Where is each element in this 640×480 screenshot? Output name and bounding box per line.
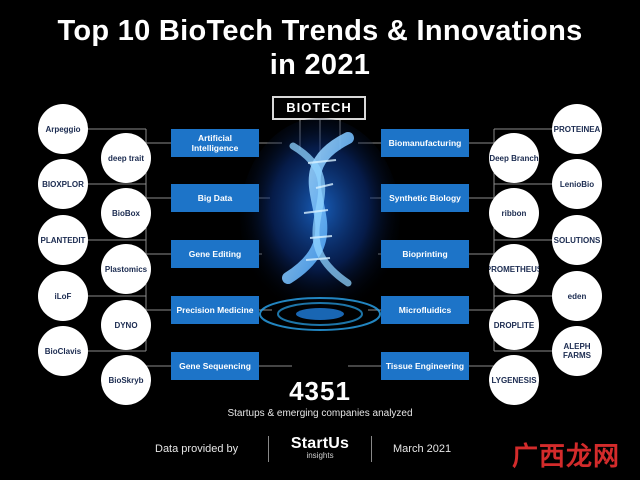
trend-artificial-intelligence: Artificial Intelligence <box>171 129 259 157</box>
logo-droplite: DROPLITE <box>489 300 539 350</box>
stat-description: Startups & emerging companies analyzed <box>227 408 413 419</box>
footer-brand-logo: StartUs insights <box>277 435 363 460</box>
logo-deep-branch: Deep Branch <box>489 133 539 183</box>
logo-arpeggio: Arpeggio <box>38 104 88 154</box>
brand-name: StartUs <box>290 435 350 452</box>
logo-lygenesis: LYGENESIS <box>489 355 539 405</box>
logo-proteinea: PROTEINEA <box>552 104 602 154</box>
logo-dyno: DYNO <box>101 300 151 350</box>
trend-tissue-engineering: Tissue Engineering <box>381 352 469 380</box>
footer-data-provided: Data provided by <box>155 443 239 455</box>
center-label: BIOTECH <box>272 96 366 120</box>
brand-sub: insights <box>306 451 334 460</box>
logo-ilof: iLoF <box>38 271 88 321</box>
page-title: Top 10 BioTech Trends & Innovations in 2… <box>0 14 640 82</box>
footer-separator-left <box>268 436 269 462</box>
title-line-1: Top 10 BioTech Trends & Innovations <box>57 15 583 47</box>
logo-bioclavis: BioClavis <box>38 326 88 376</box>
footer-separator-right <box>371 436 372 462</box>
trend-precision-medicine: Precision Medicine <box>171 296 259 324</box>
logo-solutions: SOLUTIONS <box>552 215 602 265</box>
logo-bioskryb: BioSkryb <box>101 355 151 405</box>
trend-synthetic-biology: Synthetic Biology <box>381 184 469 212</box>
logo-biobox: BioBox <box>101 188 151 238</box>
logo-aleph-farms: ALEPH FARMS <box>552 326 602 376</box>
logo-eden: eden <box>552 271 602 321</box>
trend-microfluidics: Microfluidics <box>381 296 469 324</box>
trend-gene-editing: Gene Editing <box>171 240 259 268</box>
logo-plastomics: Plastomics <box>101 244 151 294</box>
dna-helix-illustration <box>238 118 402 344</box>
trend-biomanufacturing: Biomanufacturing <box>381 129 469 157</box>
trend-big-data: Big Data <box>171 184 259 212</box>
logo-ribbon: ribbon <box>489 188 539 238</box>
logo-prometheus: PROMETHEUS <box>489 244 539 294</box>
logo-deep-trait: deep trait <box>101 133 151 183</box>
logo-bioxplor: BIOXPLOR <box>38 159 88 209</box>
trend-gene-sequencing: Gene Sequencing <box>171 352 259 380</box>
watermark: 广西龙网 <box>512 441 621 471</box>
footer-date: March 2021 <box>393 443 452 455</box>
trend-bioprinting: Bioprinting <box>381 240 469 268</box>
stat-number: 4351 <box>289 376 351 406</box>
logo-plantedit: PLANTEDIT <box>38 215 88 265</box>
title-line-2: in 2021 <box>269 49 371 81</box>
logo-leniobio: LenioBio <box>552 159 602 209</box>
